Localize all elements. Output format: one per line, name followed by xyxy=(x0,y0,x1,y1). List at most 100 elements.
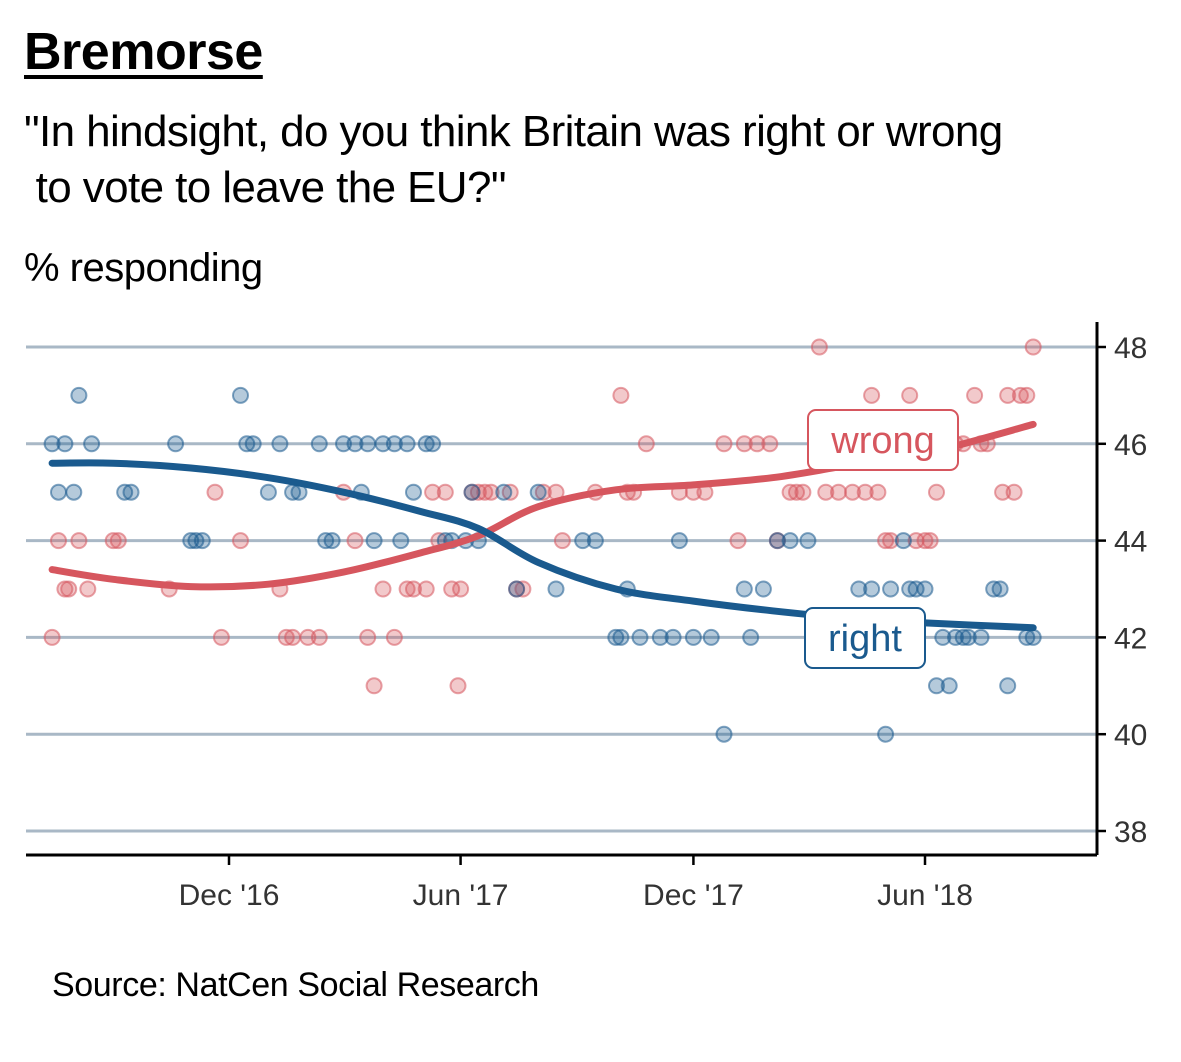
y-axis-label: % responding xyxy=(24,246,263,290)
right-point xyxy=(374,435,392,453)
right-point xyxy=(972,628,990,646)
wrong-point xyxy=(966,386,984,404)
right-point xyxy=(781,532,799,550)
right-point xyxy=(799,532,817,550)
right-point xyxy=(612,628,630,646)
wrong-point xyxy=(869,483,887,501)
chart-title: Bremorse xyxy=(24,23,263,81)
right-point xyxy=(65,483,83,501)
wrong-point xyxy=(206,483,224,501)
right-point xyxy=(56,435,74,453)
right-point xyxy=(398,435,416,453)
right-point xyxy=(167,435,185,453)
wrong-point xyxy=(830,483,847,501)
wrong-point xyxy=(476,483,494,501)
right-point xyxy=(495,483,513,501)
right-point xyxy=(244,435,262,453)
right-point xyxy=(999,677,1017,695)
right-point xyxy=(586,532,604,550)
right-point xyxy=(310,435,328,453)
wrong-point xyxy=(534,483,552,501)
x-tick-label-2: Dec '17 xyxy=(643,879,744,912)
wrong-point xyxy=(901,386,919,404)
wrong-point xyxy=(109,532,127,550)
right-point xyxy=(916,580,934,598)
wrong-point xyxy=(50,532,67,550)
right-point xyxy=(574,532,592,550)
right-point xyxy=(702,628,720,646)
wrong-point xyxy=(417,580,435,598)
axes: 38 40 42 44 46 48 Dec '16 Jun '17 Dec '17 Jun '18 xyxy=(26,322,1147,912)
right-series-label: right xyxy=(804,607,926,669)
wrong-point xyxy=(1005,483,1023,501)
wrong-point xyxy=(844,483,861,501)
wrong-point xyxy=(810,338,828,356)
right-point xyxy=(1024,628,1042,646)
wrong-point xyxy=(1011,386,1029,404)
wrong-point xyxy=(761,435,779,453)
wrong-point xyxy=(443,580,461,598)
wrong-point xyxy=(232,532,249,550)
right-point xyxy=(187,532,205,550)
wrong-point xyxy=(60,580,78,598)
right-point xyxy=(742,628,760,646)
x-tick-label-1: Jun '17 xyxy=(413,879,509,912)
y-tick-label-38: 38 xyxy=(1114,816,1147,849)
right-point xyxy=(768,532,786,550)
wrong-point xyxy=(452,580,470,598)
right-point xyxy=(735,580,753,598)
wrong-point xyxy=(277,628,295,646)
wrong-point xyxy=(398,580,416,598)
wrong-point xyxy=(385,628,403,646)
wrong-point xyxy=(359,628,377,646)
wrong-point xyxy=(310,628,328,646)
wrong-point xyxy=(637,435,655,453)
wrong-point xyxy=(729,532,747,550)
wrong-point xyxy=(781,483,799,501)
wrong-point xyxy=(405,580,422,598)
right-point xyxy=(607,628,625,646)
right-point xyxy=(122,483,140,501)
x-tick-label-3: Jun '18 xyxy=(877,879,973,912)
right-point xyxy=(463,483,481,501)
right-point xyxy=(940,677,958,695)
right-point xyxy=(116,483,134,501)
right-point xyxy=(894,532,912,550)
right-point xyxy=(850,580,868,598)
wrong-point xyxy=(1018,386,1036,404)
right-point xyxy=(934,628,952,646)
wrong-point xyxy=(735,435,753,453)
y-tick-label-48: 48 xyxy=(1114,332,1147,365)
right-point xyxy=(529,483,547,501)
wrong-point xyxy=(424,483,442,501)
right-point xyxy=(754,580,772,598)
wrong-point xyxy=(482,483,500,501)
right-point xyxy=(346,435,364,453)
right-point xyxy=(405,483,422,501)
wrong-point xyxy=(612,386,630,404)
right-point xyxy=(954,628,972,646)
right-point xyxy=(631,628,649,646)
wrong-point xyxy=(817,483,835,501)
wrong-point xyxy=(43,628,61,646)
wrong-point xyxy=(104,532,122,550)
wrong-point xyxy=(212,628,230,646)
wrong-point xyxy=(365,677,383,695)
wrong-point xyxy=(916,532,934,550)
wrong-point xyxy=(999,386,1017,404)
wrong-point xyxy=(794,483,812,501)
right-point xyxy=(232,386,249,404)
wrong-point xyxy=(501,483,519,501)
right-point xyxy=(323,532,341,550)
right-point xyxy=(392,532,410,550)
labels-layer: wrong right xyxy=(804,409,959,669)
wrong-point xyxy=(994,483,1012,501)
right-point xyxy=(385,435,403,453)
wrong-point xyxy=(70,532,88,550)
right-point xyxy=(863,580,881,598)
wrong-point xyxy=(748,435,766,453)
wrong-point xyxy=(788,483,805,501)
wrong-label-text: wrong xyxy=(830,420,935,462)
wrong-point xyxy=(374,580,392,598)
